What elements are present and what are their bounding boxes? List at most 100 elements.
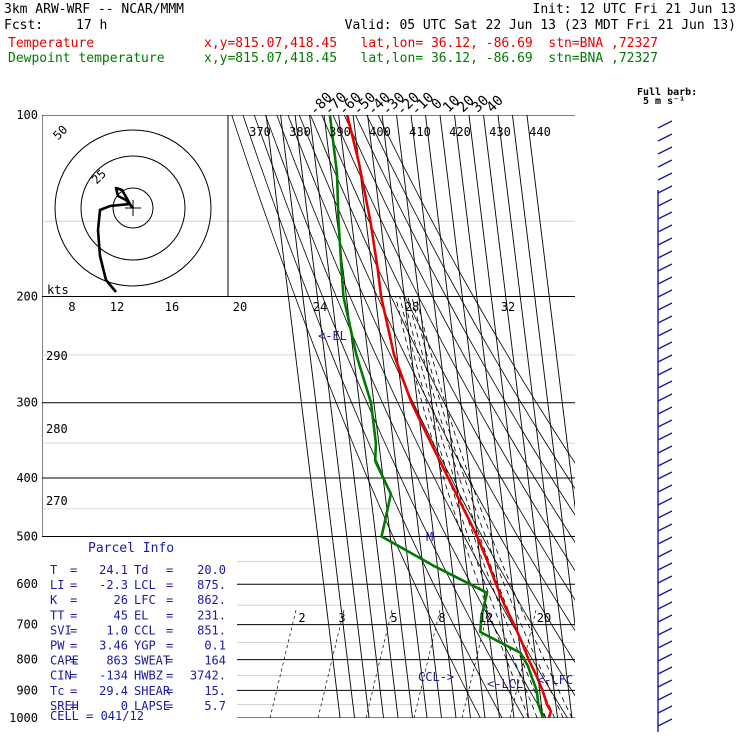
- wind-barb: [657, 718, 673, 727]
- dry-adiabat: [377, 115, 575, 464]
- parcel-row-cell: EL: [134, 608, 148, 622]
- theta-label-380: 380: [289, 125, 311, 139]
- mixing-ratio-line: [365, 609, 393, 718]
- parcel-row-cell: 20.0: [197, 563, 226, 577]
- wind-barb: [657, 432, 673, 441]
- wind-barb: [657, 705, 673, 714]
- isotherm-label-40: 40: [484, 93, 507, 116]
- parcel-row-cell: 45: [114, 608, 128, 622]
- left-theta-label-290: 290: [46, 349, 68, 363]
- parcel-row-cell: =: [70, 639, 77, 653]
- wind-barb: [657, 276, 673, 285]
- parcel-row-cell: 0: [121, 699, 128, 713]
- wind-barb: [657, 211, 673, 220]
- parcel-row-cell: CCL: [134, 623, 156, 637]
- sounding-lines: [328, 115, 553, 718]
- pressure-label-600: 600: [16, 577, 38, 591]
- isotherm-20: [468, 115, 544, 718]
- mixing-ratio-label-12: 12: [110, 300, 124, 314]
- wind-barb: [657, 497, 673, 506]
- wind-barb: [657, 679, 673, 688]
- wind-barb: [657, 133, 673, 142]
- wind-barb: [657, 198, 673, 207]
- parcel-row-cell: SWEAT: [134, 654, 170, 668]
- isotherm-0: [439, 115, 515, 718]
- mixing-ratio-low-label-5: 5: [390, 611, 397, 625]
- parcel-row-cell: LAPSE: [134, 699, 170, 713]
- mixing-ratio-label-24: 24: [313, 300, 327, 314]
- parcel-row-cell: =: [70, 669, 77, 683]
- parcel-info-box: Parcel Info T = 24.1 Td = 20.0 LI = -2.3 LCL = 875.…: [42, 537, 237, 723]
- barb-legend-line2: 5 m s⁻¹: [643, 96, 685, 107]
- wind-barb: [657, 367, 673, 376]
- isotherm--110: [280, 115, 356, 718]
- wind-barb: [657, 445, 673, 454]
- parcel-row-cell: 875.: [197, 578, 226, 592]
- left-theta-label-280: 280: [46, 422, 68, 436]
- temperature-location: x,y=815.07,418.45 lat,lon= 36.12, -86.69…: [204, 36, 658, 51]
- lfc-marker: <-LFC: [537, 673, 573, 687]
- pressure-label-300: 300: [16, 396, 38, 410]
- parcel-row-cell: -2.3: [99, 578, 128, 592]
- wind-barb: [657, 393, 673, 402]
- parcel-row-cell: =: [166, 699, 173, 713]
- wind-barb: [657, 185, 673, 194]
- parcel-row-cell: =: [70, 578, 77, 592]
- parcel-row-cell: =: [166, 669, 173, 683]
- hodograph-ring: [80, 155, 186, 261]
- wind-barb: [657, 146, 673, 155]
- parcel-row-cell: HWBZ: [134, 669, 163, 683]
- dry-adiabat: [321, 115, 575, 601]
- theta-label-400: 400: [369, 125, 391, 139]
- wind-barb: [657, 302, 673, 311]
- dry-adiabat: [276, 115, 568, 718]
- parcel-row-cell: SREH: [50, 699, 79, 713]
- theta-label-430: 430: [489, 125, 511, 139]
- parcel-row-cell: =: [70, 608, 77, 622]
- wind-barb: [657, 328, 673, 337]
- wind-barb: [657, 224, 673, 233]
- temperature-legend-label: Temperature: [8, 36, 95, 51]
- dry-adiabat: [253, 115, 525, 718]
- theta-label-440: 440: [529, 125, 551, 139]
- mixing-ratio-low-label-2: 2: [298, 611, 305, 625]
- wind-barb: [657, 458, 673, 467]
- dry-adiabat: [355, 115, 575, 516]
- parcel-row-cell: =: [70, 563, 77, 577]
- wind-barb: [657, 289, 673, 298]
- wind-barb: [657, 406, 673, 415]
- mixing-ratio-line: [413, 609, 441, 718]
- parcel-row-cell: 0.1: [204, 639, 226, 653]
- parcel-row-cell: =: [166, 578, 173, 592]
- parcel-row-cell: 29.4: [99, 684, 128, 698]
- hodograph-ring: [112, 187, 154, 229]
- wind-barb: [657, 471, 673, 480]
- wind-barb: [657, 250, 673, 259]
- wind-barb: [657, 510, 673, 519]
- left-theta-label-270: 270: [46, 494, 68, 508]
- mixing-ratio-line: [269, 609, 297, 718]
- parcel-row-cell: 3742.: [190, 669, 226, 683]
- fcst-value: 17 h: [76, 18, 108, 33]
- parcel-row-cell: =: [70, 684, 77, 698]
- parcel-row-cell: 164: [204, 654, 226, 668]
- isotherm--120: [265, 115, 341, 718]
- isotherm--60: [352, 115, 428, 718]
- isotherm-50: [512, 115, 575, 629]
- mixing-ratio-label-20: 20: [233, 300, 247, 314]
- dewpoint-legend-label: Dewpoint temperature: [8, 51, 165, 66]
- parcel-row-cell: YGP: [134, 639, 156, 653]
- parcel-info-title: Parcel Info: [88, 541, 174, 556]
- theta-label-410: 410: [409, 125, 431, 139]
- parcel-row-cell: -134: [99, 669, 128, 683]
- parcel-row-cell: Td: [134, 563, 148, 577]
- pressure-label-1000: 1000: [9, 711, 38, 725]
- wind-barb: [657, 237, 673, 246]
- wind-barb: [657, 562, 673, 571]
- parcel-row-cell: SHEAR: [134, 684, 171, 698]
- parcel-row-cell: CIN: [50, 669, 72, 683]
- parcel-row-cell: PW: [50, 639, 65, 653]
- wind-barb: [657, 614, 673, 623]
- parcel-row-cell: 5.7: [204, 699, 226, 713]
